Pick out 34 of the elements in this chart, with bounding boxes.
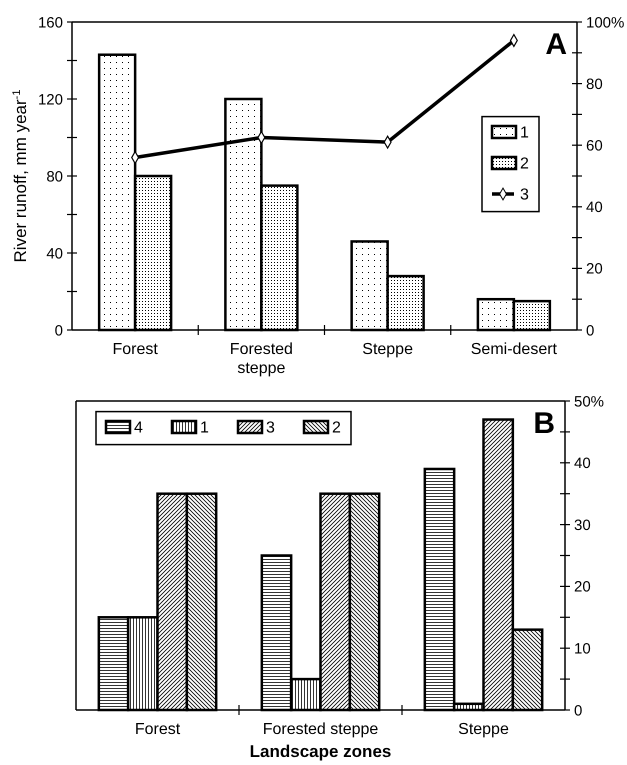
y-tick-label: 120 xyxy=(38,91,63,108)
y-tick-label: 0 xyxy=(54,322,63,340)
legend-label: 1 xyxy=(200,420,209,437)
y2-tick-label: 0 xyxy=(586,322,594,340)
y2-tick-label: 80 xyxy=(586,76,603,93)
legend-label: 1 xyxy=(520,124,529,142)
x-tick-label: Forest xyxy=(134,721,181,738)
x-tick-label: Forested steppe xyxy=(230,341,293,378)
y2-tick-label: 40 xyxy=(586,199,603,216)
legend-label: 4 xyxy=(134,420,143,437)
legend-label: 3 xyxy=(266,420,275,437)
x-tick-label: Forest xyxy=(112,341,158,358)
legend-label: 2 xyxy=(520,156,529,173)
y-tick-label: 160 xyxy=(38,14,63,32)
y2-tick-label: 60 xyxy=(586,137,603,154)
annotation: B xyxy=(533,407,555,440)
y2-tick-label: 30 xyxy=(574,516,591,534)
x-tick-label: Steppe xyxy=(362,341,414,358)
annotation: A xyxy=(545,28,567,61)
x-tick-label: Semi-desert xyxy=(470,341,558,358)
y2-tick-label: 50% xyxy=(574,393,604,410)
x-axis-title: Landscape zones xyxy=(250,742,392,761)
y-tick-label: 80 xyxy=(46,168,63,186)
y2-tick-label: 20 xyxy=(574,578,591,596)
x-tick-label: Forested steppe xyxy=(262,721,378,738)
y2-tick-label: 100% xyxy=(586,14,624,32)
x-tick-label: Steppe xyxy=(458,721,509,738)
y-tick-label: 40 xyxy=(46,245,63,262)
y2-tick-label: 0 xyxy=(574,702,582,720)
y2-tick-label: 10 xyxy=(574,640,591,658)
y2-tick-label: 40 xyxy=(574,455,591,472)
legend-label: 3 xyxy=(520,186,529,204)
y2-tick-label: 20 xyxy=(586,260,603,278)
legend-label: 2 xyxy=(332,420,341,437)
